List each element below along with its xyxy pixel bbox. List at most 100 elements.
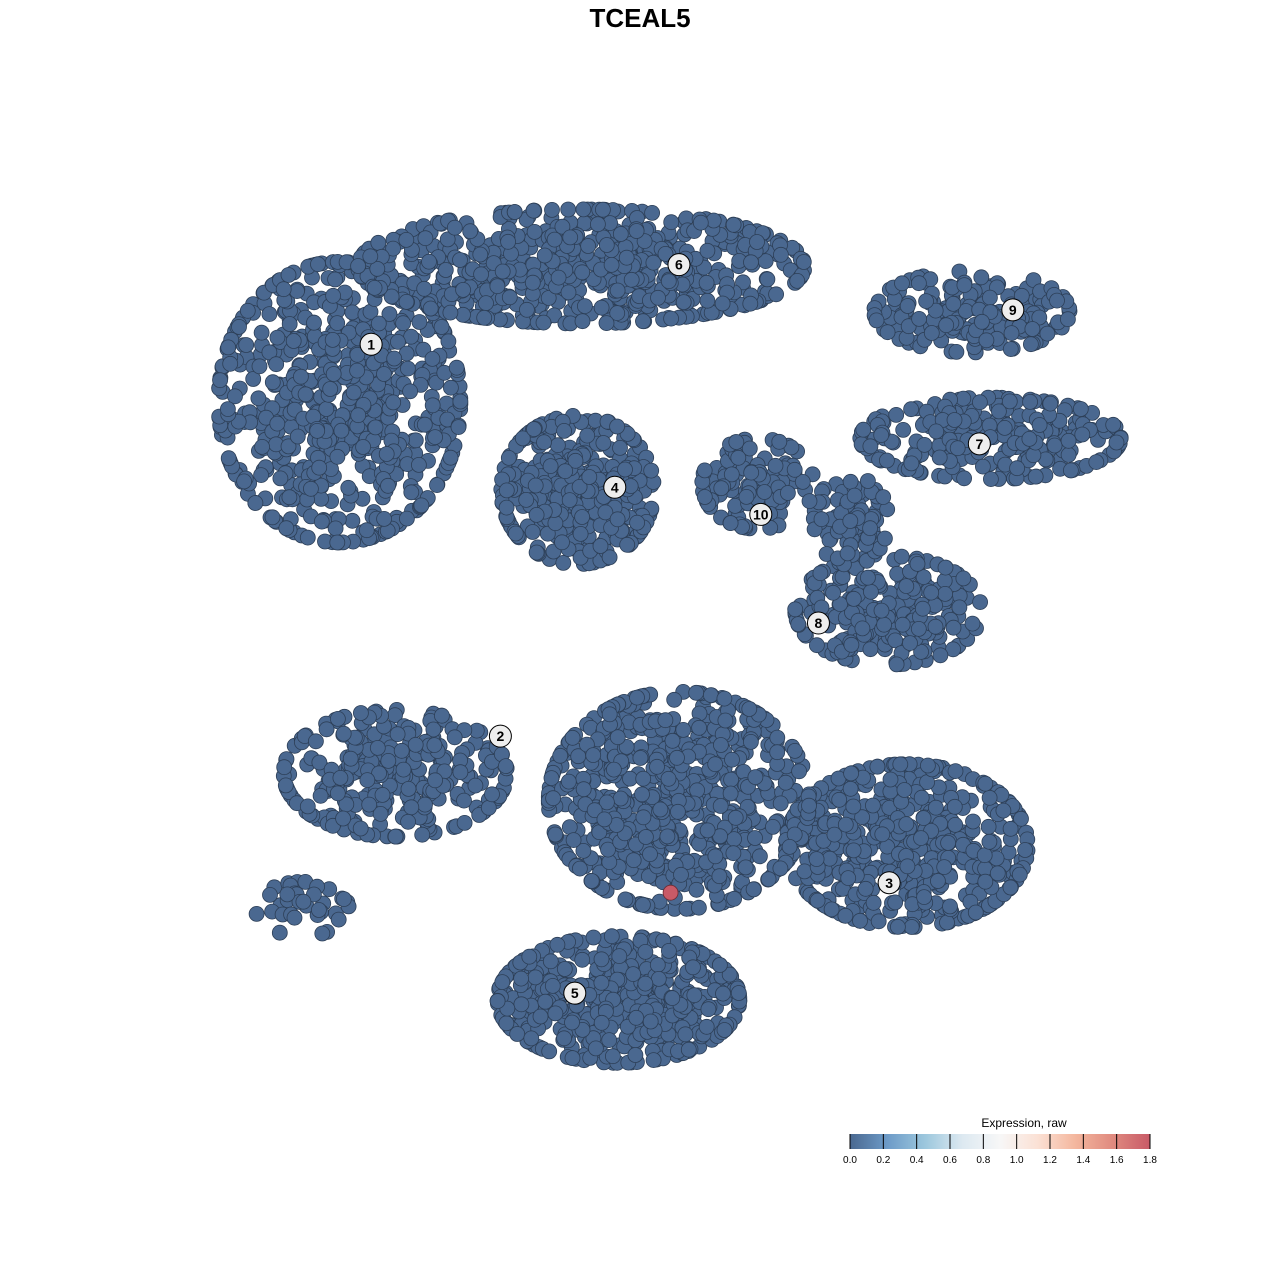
cell-point-cluster-1 bbox=[329, 534, 346, 551]
cell-point-cluster-4 bbox=[581, 469, 598, 485]
cell-point-cluster-6 bbox=[598, 237, 615, 253]
cell-point-cluster-9 bbox=[945, 295, 962, 312]
cell-point-cluster-7 bbox=[956, 470, 972, 487]
cell-point-cluster-2 bbox=[467, 777, 484, 794]
cell-point-cluster-7 bbox=[946, 412, 963, 428]
cell-point-cluster-6 bbox=[362, 248, 379, 265]
cell-point-cluster-5 bbox=[574, 951, 591, 968]
cell-point-cluster-9 bbox=[911, 275, 927, 292]
cell-point-cluster-3 bbox=[1011, 866, 1028, 883]
cell-point-cluster-3 bbox=[1002, 820, 1019, 837]
cell-point-cluster-5 bbox=[596, 811, 613, 828]
cell-point-cluster-2 bbox=[276, 759, 293, 776]
cell-point-cluster-5 bbox=[707, 756, 724, 773]
cell-point-cluster-1 bbox=[395, 315, 412, 332]
cell-point-cluster-8 bbox=[860, 569, 876, 586]
cell-point-cluster-5 bbox=[556, 961, 573, 977]
cell-point-cluster-4 bbox=[500, 449, 517, 466]
cell-point-cluster-1 bbox=[399, 360, 416, 377]
cell-point-cluster-2 bbox=[330, 911, 347, 928]
cell-point-cluster-8 bbox=[914, 600, 931, 617]
cell-point-cluster-7 bbox=[903, 455, 920, 472]
cell-point-cluster-6 bbox=[550, 269, 567, 286]
cell-point-cluster-5 bbox=[605, 1048, 621, 1065]
cell-point-cluster-2 bbox=[387, 828, 404, 845]
cell-point-cluster-3 bbox=[977, 873, 994, 890]
cell-point-cluster-2 bbox=[395, 761, 412, 778]
cell-point-cluster-5 bbox=[787, 743, 803, 759]
cell-point-cluster-3 bbox=[808, 851, 825, 867]
cell-point-cluster-4 bbox=[629, 514, 645, 531]
cell-point-cluster-8 bbox=[889, 565, 905, 582]
cell-point-cluster-5 bbox=[642, 846, 658, 863]
cell-point-cluster-8 bbox=[927, 618, 944, 635]
cell-point-cluster-5 bbox=[727, 809, 744, 826]
cell-point-cluster-3 bbox=[1017, 842, 1033, 858]
cell-point-cluster-5 bbox=[772, 860, 789, 877]
cell-point-cluster-1 bbox=[245, 371, 262, 387]
cell-point-cluster-5 bbox=[632, 750, 649, 766]
cell-point-cluster-2 bbox=[417, 796, 433, 813]
cell-point-cluster-6 bbox=[524, 274, 541, 291]
cell-point-cluster-6 bbox=[455, 281, 472, 298]
legend-tick-label: 0.6 bbox=[943, 1155, 957, 1166]
cell-point-cluster-1 bbox=[268, 356, 285, 373]
cell-point-cluster-5 bbox=[680, 1041, 697, 1058]
cell-point-cluster-5 bbox=[747, 830, 763, 846]
cell-point-cluster-4 bbox=[524, 524, 541, 540]
cell-point-cluster-6 bbox=[580, 238, 596, 254]
cell-point-cluster-1 bbox=[289, 283, 305, 300]
cell-point-cluster-4 bbox=[574, 509, 590, 525]
cell-point-cluster-5 bbox=[657, 712, 674, 729]
cell-point-cluster-4 bbox=[595, 435, 612, 451]
legend-tick-label: 1.4 bbox=[1076, 1155, 1090, 1166]
cell-point-cluster-5 bbox=[712, 798, 729, 814]
cell-point-cluster-5 bbox=[603, 928, 620, 945]
cell-point-cluster-6 bbox=[699, 242, 716, 259]
cluster-label-7: 7 bbox=[967, 432, 991, 456]
cell-point-cluster-5 bbox=[707, 848, 724, 865]
cell-point-cluster-1 bbox=[433, 319, 450, 335]
cell-point-cluster-1 bbox=[261, 306, 278, 323]
cell-point-cluster-1 bbox=[322, 381, 339, 397]
cell-point-cluster-7 bbox=[1001, 393, 1018, 410]
cell-point-cluster-1 bbox=[285, 333, 302, 349]
cell-point-cluster-5 bbox=[560, 773, 577, 790]
cell-point-cluster-5 bbox=[698, 1018, 715, 1035]
cell-point-cluster-5 bbox=[601, 1032, 618, 1048]
cell-point-cluster-1 bbox=[269, 415, 286, 432]
cell-point-cluster-1 bbox=[448, 359, 465, 376]
cell-point-cluster-4 bbox=[554, 534, 570, 551]
cell-point-cluster-8 bbox=[842, 473, 859, 490]
cell-point-cluster-5 bbox=[642, 1013, 659, 1030]
cell-point-cluster-2 bbox=[426, 737, 443, 753]
cell-point-cluster-1 bbox=[413, 497, 430, 514]
cell-point-cluster-1 bbox=[380, 477, 396, 494]
cell-point-cluster-6 bbox=[795, 254, 812, 270]
cell-point-cluster-8 bbox=[862, 641, 879, 658]
cell-point-cluster-4 bbox=[507, 525, 524, 542]
cell-point-cluster-2 bbox=[393, 742, 410, 759]
cell-point-cluster-5 bbox=[752, 848, 768, 865]
cell-point-cluster-7 bbox=[1022, 393, 1038, 410]
cell-point-cluster-2 bbox=[361, 796, 378, 813]
cell-point-cluster-9 bbox=[1023, 336, 1039, 353]
cell-point-cluster-2 bbox=[311, 754, 328, 771]
cell-point-cluster-1 bbox=[424, 350, 441, 367]
cell-point-cluster-7 bbox=[949, 440, 966, 457]
cell-point-cluster-5 bbox=[711, 868, 728, 885]
cell-point-cluster-1 bbox=[227, 388, 243, 405]
cell-point-cluster-3 bbox=[837, 907, 854, 924]
cell-point-cluster-5 bbox=[629, 689, 645, 706]
cell-point-cluster-5 bbox=[669, 749, 685, 766]
cell-point-cluster-6 bbox=[370, 234, 387, 251]
cluster-label-10: 10 bbox=[749, 502, 773, 526]
cell-point-cluster-1 bbox=[250, 390, 267, 407]
cell-point-cluster-2 bbox=[279, 886, 296, 903]
cluster-label-text: 6 bbox=[675, 257, 683, 273]
points-layer bbox=[211, 201, 1129, 1071]
cell-point-cluster-3 bbox=[928, 799, 944, 816]
cluster-label-5: 5 bbox=[563, 981, 587, 1005]
cell-point-cluster-3 bbox=[865, 894, 882, 911]
